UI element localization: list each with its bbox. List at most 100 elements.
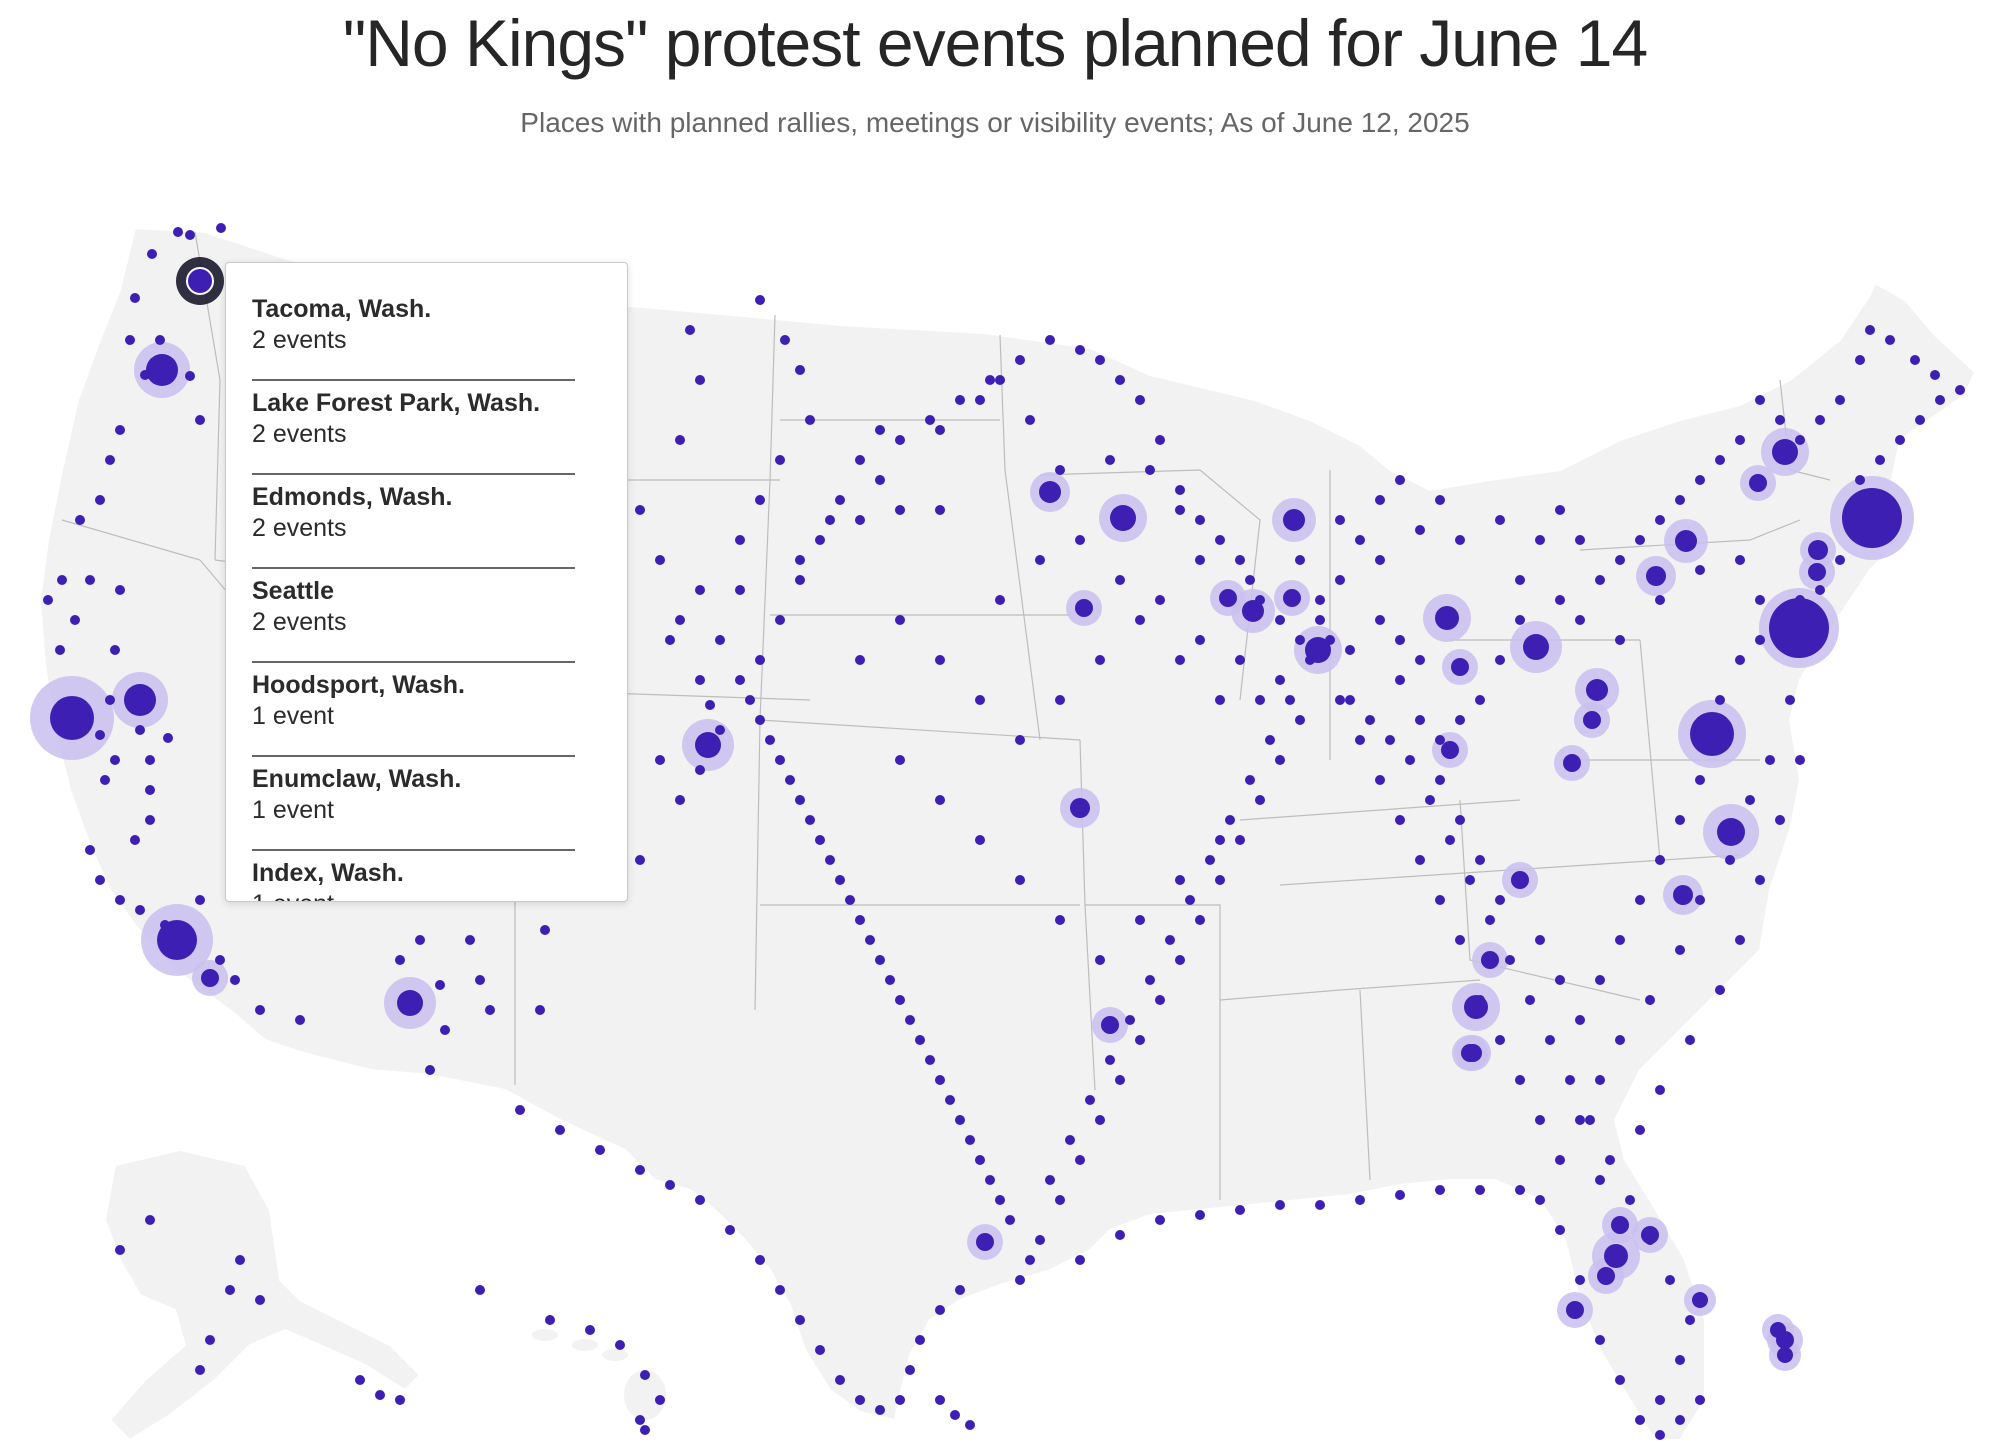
event-marker[interactable] — [95, 495, 105, 505]
event-marker[interactable] — [1515, 1075, 1525, 1085]
event-marker[interactable] — [115, 895, 125, 905]
event-marker[interactable] — [1435, 895, 1445, 905]
event-marker[interactable] — [1265, 735, 1275, 745]
event-marker[interactable] — [1775, 815, 1785, 825]
event-marker[interactable] — [1475, 855, 1485, 865]
event-marker[interactable] — [1325, 635, 1335, 645]
event-marker[interactable] — [975, 695, 985, 705]
event-marker[interactable] — [795, 555, 805, 565]
event-marker[interactable] — [1770, 1322, 1786, 1338]
event-marker[interactable] — [975, 395, 985, 405]
event-marker[interactable] — [695, 375, 705, 385]
event-marker[interactable] — [1245, 775, 1255, 785]
event-marker[interactable] — [173, 227, 183, 237]
event-marker[interactable] — [1735, 435, 1745, 445]
event-marker[interactable] — [225, 1285, 235, 1295]
event-marker[interactable] — [1070, 798, 1090, 818]
event-marker[interactable] — [1365, 715, 1375, 725]
event-marker[interactable] — [1075, 599, 1093, 617]
event-marker[interactable] — [1475, 1185, 1485, 1195]
event-marker[interactable] — [640, 1370, 650, 1380]
event-marker[interactable] — [1015, 735, 1025, 745]
event-marker[interactable] — [1835, 395, 1845, 405]
event-marker[interactable] — [855, 655, 865, 665]
event-marker[interactable] — [1235, 835, 1245, 845]
event-marker[interactable] — [1105, 1055, 1115, 1065]
event-marker[interactable] — [1145, 975, 1155, 985]
event-marker[interactable] — [955, 1285, 965, 1295]
highlight-dot[interactable] — [186, 267, 214, 295]
event-marker[interactable] — [110, 645, 120, 655]
event-marker[interactable] — [845, 895, 855, 905]
event-marker[interactable] — [925, 1055, 935, 1065]
event-marker[interactable] — [1395, 1190, 1405, 1200]
event-marker[interactable] — [1777, 1347, 1793, 1363]
event-marker[interactable] — [85, 845, 95, 855]
event-marker[interactable] — [1695, 775, 1705, 785]
event-marker[interactable] — [1755, 875, 1765, 885]
event-marker[interactable] — [1795, 755, 1805, 765]
event-marker[interactable] — [195, 415, 205, 425]
event-marker[interactable] — [885, 975, 895, 985]
event-marker[interactable] — [1597, 1267, 1615, 1285]
event-marker[interactable] — [1075, 1255, 1085, 1265]
event-marker[interactable] — [1808, 563, 1826, 581]
event-marker[interactable] — [1175, 955, 1185, 965]
event-marker[interactable] — [1785, 695, 1795, 705]
event-marker[interactable] — [1495, 895, 1505, 905]
event-marker[interactable] — [1015, 875, 1025, 885]
event-marker[interactable] — [124, 684, 156, 716]
event-marker[interactable] — [1675, 495, 1685, 505]
event-marker[interactable] — [985, 375, 995, 385]
event-marker[interactable] — [147, 249, 157, 259]
event-marker[interactable] — [1585, 1115, 1595, 1125]
event-marker[interactable] — [1335, 575, 1345, 585]
event-marker[interactable] — [1715, 985, 1725, 995]
event-marker[interactable] — [1045, 1175, 1055, 1185]
event-marker[interactable] — [1075, 535, 1085, 545]
event-marker[interactable] — [1025, 1255, 1035, 1265]
event-marker[interactable] — [1215, 695, 1225, 705]
event-marker[interactable] — [1755, 595, 1765, 605]
event-marker[interactable] — [145, 1215, 155, 1225]
event-marker[interactable] — [695, 1195, 705, 1205]
event-marker[interactable] — [115, 425, 125, 435]
event-marker[interactable] — [895, 615, 905, 625]
event-marker[interactable] — [1635, 535, 1645, 545]
event-marker[interactable] — [100, 775, 110, 785]
event-marker[interactable] — [1775, 635, 1785, 645]
event-marker[interactable] — [1586, 679, 1608, 701]
event-marker[interactable] — [1045, 335, 1055, 345]
event-marker[interactable] — [1769, 598, 1829, 658]
event-marker[interactable] — [1655, 515, 1665, 525]
event-marker[interactable] — [1555, 505, 1565, 515]
event-marker[interactable] — [1842, 488, 1902, 548]
event-marker[interactable] — [905, 1015, 915, 1025]
event-marker[interactable] — [1095, 355, 1105, 365]
event-marker[interactable] — [895, 995, 905, 1005]
event-marker[interactable] — [1735, 935, 1745, 945]
event-marker[interactable] — [1395, 635, 1405, 645]
event-marker[interactable] — [1375, 555, 1385, 565]
event-marker[interactable] — [1555, 1155, 1565, 1165]
event-marker[interactable] — [935, 1305, 945, 1315]
event-marker[interactable] — [465, 935, 475, 945]
event-marker[interactable] — [1615, 1035, 1625, 1045]
event-marker[interactable] — [1195, 555, 1205, 565]
event-marker[interactable] — [1675, 815, 1685, 825]
event-marker[interactable] — [1635, 1415, 1645, 1425]
event-marker[interactable] — [75, 515, 85, 525]
event-marker[interactable] — [1465, 875, 1475, 885]
event-marker[interactable] — [835, 1375, 845, 1385]
event-marker[interactable] — [655, 555, 665, 565]
event-marker[interactable] — [1515, 575, 1525, 585]
event-marker[interactable] — [825, 515, 835, 525]
event-marker[interactable] — [775, 615, 785, 625]
event-marker[interactable] — [1105, 455, 1115, 465]
event-marker[interactable] — [1625, 1195, 1635, 1205]
event-marker[interactable] — [440, 1025, 450, 1035]
event-marker[interactable] — [1915, 415, 1925, 425]
event-marker[interactable] — [735, 675, 745, 685]
event-marker[interactable] — [216, 223, 226, 233]
event-marker[interactable] — [1563, 754, 1581, 772]
